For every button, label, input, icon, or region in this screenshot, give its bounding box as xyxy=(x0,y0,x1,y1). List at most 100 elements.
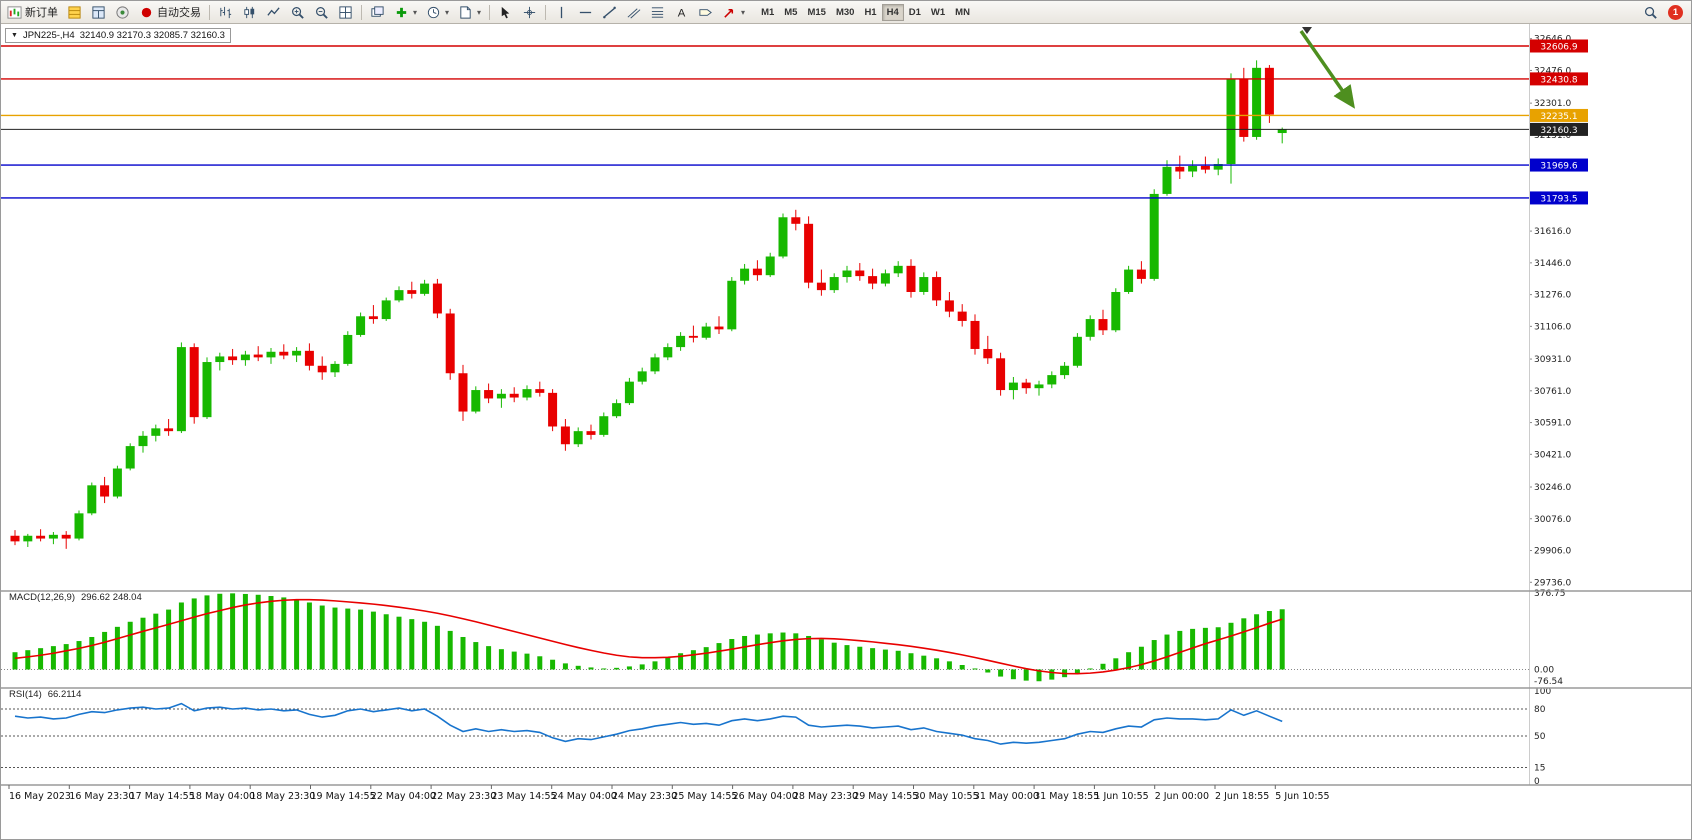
zoom-out-button[interactable] xyxy=(310,2,333,22)
macd-bar xyxy=(473,642,479,670)
macd-bar xyxy=(1266,611,1272,670)
timeframe-m30[interactable]: M30 xyxy=(831,4,859,21)
horizontal-price-lines[interactable] xyxy=(1,45,1529,199)
candle-body xyxy=(612,403,622,417)
macd-bar xyxy=(754,634,760,670)
search-button[interactable] xyxy=(1639,2,1662,22)
timeframe-h1[interactable]: H1 xyxy=(859,4,881,21)
macd-bar xyxy=(1279,609,1285,670)
panel-separators[interactable] xyxy=(1,590,1692,786)
macd-bar xyxy=(204,595,210,670)
annotation-arrow[interactable] xyxy=(1299,27,1355,109)
macd-axis-label: 0.00 xyxy=(1534,665,1554,675)
time-axis-label: 22 May 04:00 xyxy=(371,791,436,802)
price-axis-label: 30761.0 xyxy=(1534,387,1571,397)
candle-body xyxy=(112,468,122,497)
candle-body xyxy=(356,316,366,335)
line-chart-button[interactable] xyxy=(262,2,285,22)
timeframe-h4[interactable]: H4 xyxy=(881,3,904,21)
timeframe-m1[interactable]: M1 xyxy=(756,4,779,21)
horizontal-line-icon xyxy=(578,5,593,20)
dropdown-arrow-icon[interactable]: ▾ xyxy=(445,7,450,17)
market-watch-button[interactable] xyxy=(63,2,86,22)
macd-bar xyxy=(857,646,863,670)
templates-button[interactable]: ▾ xyxy=(454,2,485,22)
macd-values: 296.62 248.04 xyxy=(81,592,142,603)
candle-body xyxy=(100,485,110,497)
macd-bar xyxy=(1010,669,1016,680)
candle-body xyxy=(637,371,647,382)
macd-axis-label: 376.75 xyxy=(1534,589,1566,599)
macd-bar xyxy=(882,649,888,670)
auto-trading-button[interactable]: 自动交易 xyxy=(135,2,205,22)
navigator-icon xyxy=(115,5,130,20)
dropdown-arrow-icon[interactable]: ▾ xyxy=(741,7,746,17)
time-axis-label: 28 May 23:30 xyxy=(793,791,858,802)
fibonacci-button[interactable] xyxy=(646,2,669,22)
drawn-arrow-object[interactable] xyxy=(1299,30,1355,109)
candle-body xyxy=(202,362,212,418)
data-window-button[interactable] xyxy=(87,2,110,22)
bar-chart-button[interactable] xyxy=(214,2,237,22)
arrange-windows-button[interactable] xyxy=(366,2,389,22)
candle-body xyxy=(996,358,1006,391)
dropdown-arrow-icon[interactable]: ▾ xyxy=(477,7,482,17)
tile-windows-button[interactable] xyxy=(334,2,357,22)
macd-bar xyxy=(742,635,748,670)
candlestick-icon xyxy=(242,5,257,20)
candle-body xyxy=(957,311,967,321)
new-order-button[interactable]: 新订单 xyxy=(3,2,62,22)
candle-body xyxy=(1149,193,1159,279)
price-axis-label: 31276.0 xyxy=(1534,291,1571,301)
zoom-in-icon xyxy=(290,5,305,20)
candle-body xyxy=(189,347,199,418)
indicators-button[interactable]: ▾ xyxy=(390,2,421,22)
candlesticks xyxy=(10,60,1287,549)
price-axis-label: 32476.0 xyxy=(1534,66,1571,76)
candle-body xyxy=(407,290,417,294)
time-axis-label: 29 May 14:55 xyxy=(853,791,918,802)
candle-body xyxy=(1124,269,1134,292)
dropdown-arrow-icon[interactable]: ▾ xyxy=(413,7,418,17)
candle-body xyxy=(944,300,954,312)
timeframe-d1[interactable]: D1 xyxy=(904,4,926,21)
zoom-in-button[interactable] xyxy=(286,2,309,22)
macd-bar xyxy=(934,658,940,670)
candle-body xyxy=(304,350,314,366)
macd-bar xyxy=(178,602,184,670)
horizontal-line-button[interactable] xyxy=(574,2,597,22)
resistance-line-upper-badge xyxy=(1530,39,1588,53)
candlestick-chart-button[interactable] xyxy=(238,2,261,22)
candle-body xyxy=(496,393,506,399)
time-axis-label: 2 Jun 18:55 xyxy=(1215,791,1269,802)
rsi-panel: 100 80 50 15 0 xyxy=(1,687,1551,787)
trendline-icon xyxy=(602,5,617,20)
crosshair-button[interactable] xyxy=(518,2,541,22)
vertical-line-button[interactable] xyxy=(550,2,573,22)
cursor-button[interactable] xyxy=(494,2,517,22)
periods-button[interactable]: ▾ xyxy=(422,2,453,22)
price-badges: 32606.9 32430.8 32235.1 32160.3 31969.6 31793… xyxy=(1530,39,1588,205)
timeframe-m15[interactable]: M15 xyxy=(802,4,830,21)
text-button[interactable]: A xyxy=(670,2,693,22)
timeframe-w1[interactable]: W1 xyxy=(926,4,950,21)
chart-shift-marker xyxy=(1302,27,1312,34)
trendline-button[interactable] xyxy=(598,2,621,22)
channel-button[interactable] xyxy=(622,2,645,22)
macd-bar xyxy=(383,614,389,670)
time-axis-label: 18 May 04:00 xyxy=(190,791,255,802)
macd-bar xyxy=(767,633,773,670)
timeframe-m5[interactable]: M5 xyxy=(779,4,802,21)
candle-body xyxy=(509,393,519,398)
label-button[interactable] xyxy=(694,2,717,22)
one-click-trading-toggle[interactable]: ▼ xyxy=(11,32,18,39)
candle-body xyxy=(1072,336,1082,366)
macd-bar xyxy=(959,665,965,670)
macd-bar xyxy=(1113,658,1119,670)
candle-body xyxy=(560,426,570,445)
notification-badge[interactable]: 1 xyxy=(1668,4,1683,20)
timeframe-mn[interactable]: MN xyxy=(950,4,975,21)
arrows-button[interactable]: ▾ xyxy=(718,2,749,22)
navigator-button[interactable] xyxy=(111,2,134,22)
